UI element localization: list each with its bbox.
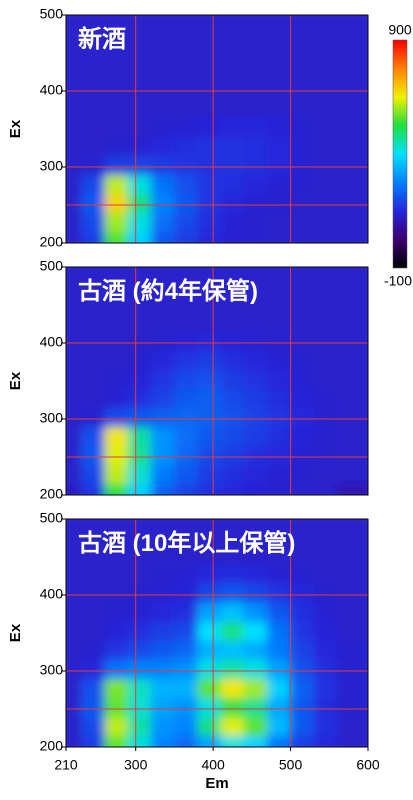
x-tick-label: 210 bbox=[54, 757, 78, 773]
chart: 200 300 400 500 新酒 Ex 200 300 400 500 古酒 (約4年保管) Ex… bbox=[0, 0, 413, 800]
colorbar-max-label: 900 bbox=[388, 22, 412, 38]
y-axis-label: Ex bbox=[7, 623, 24, 642]
x-tick-label: 500 bbox=[279, 757, 303, 773]
x-tick-label: 600 bbox=[356, 757, 380, 773]
chart-title: 古酒 (10年以上保管) bbox=[78, 529, 295, 557]
x-tick-label: 300 bbox=[124, 757, 148, 773]
y-tick-label: 300 bbox=[40, 662, 64, 678]
heat-cell bbox=[337, 7, 376, 42]
y-tick-label: 200 bbox=[40, 486, 64, 502]
y-tick-label: 400 bbox=[40, 586, 64, 602]
y-tick-label: 400 bbox=[40, 334, 64, 350]
colorbar bbox=[393, 40, 407, 268]
y-tick-label: 400 bbox=[40, 82, 64, 98]
colorbar-min-label: -100 bbox=[384, 273, 412, 289]
heat-cell bbox=[337, 259, 376, 294]
y-tick-label: 500 bbox=[40, 510, 64, 526]
page: 200 300 400 500 新酒 Ex 200 300 400 500 古酒 (約4年保管) Ex… bbox=[0, 0, 413, 800]
y-axis-label: Ex bbox=[7, 371, 24, 390]
y-tick-label: 200 bbox=[40, 234, 64, 250]
y-tick-label: 200 bbox=[40, 738, 64, 754]
heat-cell bbox=[337, 511, 376, 546]
y-tick-label: 300 bbox=[40, 158, 64, 174]
y-axis-label: Ex bbox=[7, 119, 24, 138]
chart-title: 古酒 (約4年保管) bbox=[78, 277, 258, 305]
y-tick-label: 500 bbox=[40, 258, 64, 274]
x-axis-label: Em bbox=[205, 775, 228, 792]
x-tick-label: 400 bbox=[201, 757, 225, 773]
chart-title: 新酒 bbox=[78, 25, 126, 53]
y-tick-label: 500 bbox=[40, 6, 64, 22]
y-tick-label: 300 bbox=[40, 410, 64, 426]
